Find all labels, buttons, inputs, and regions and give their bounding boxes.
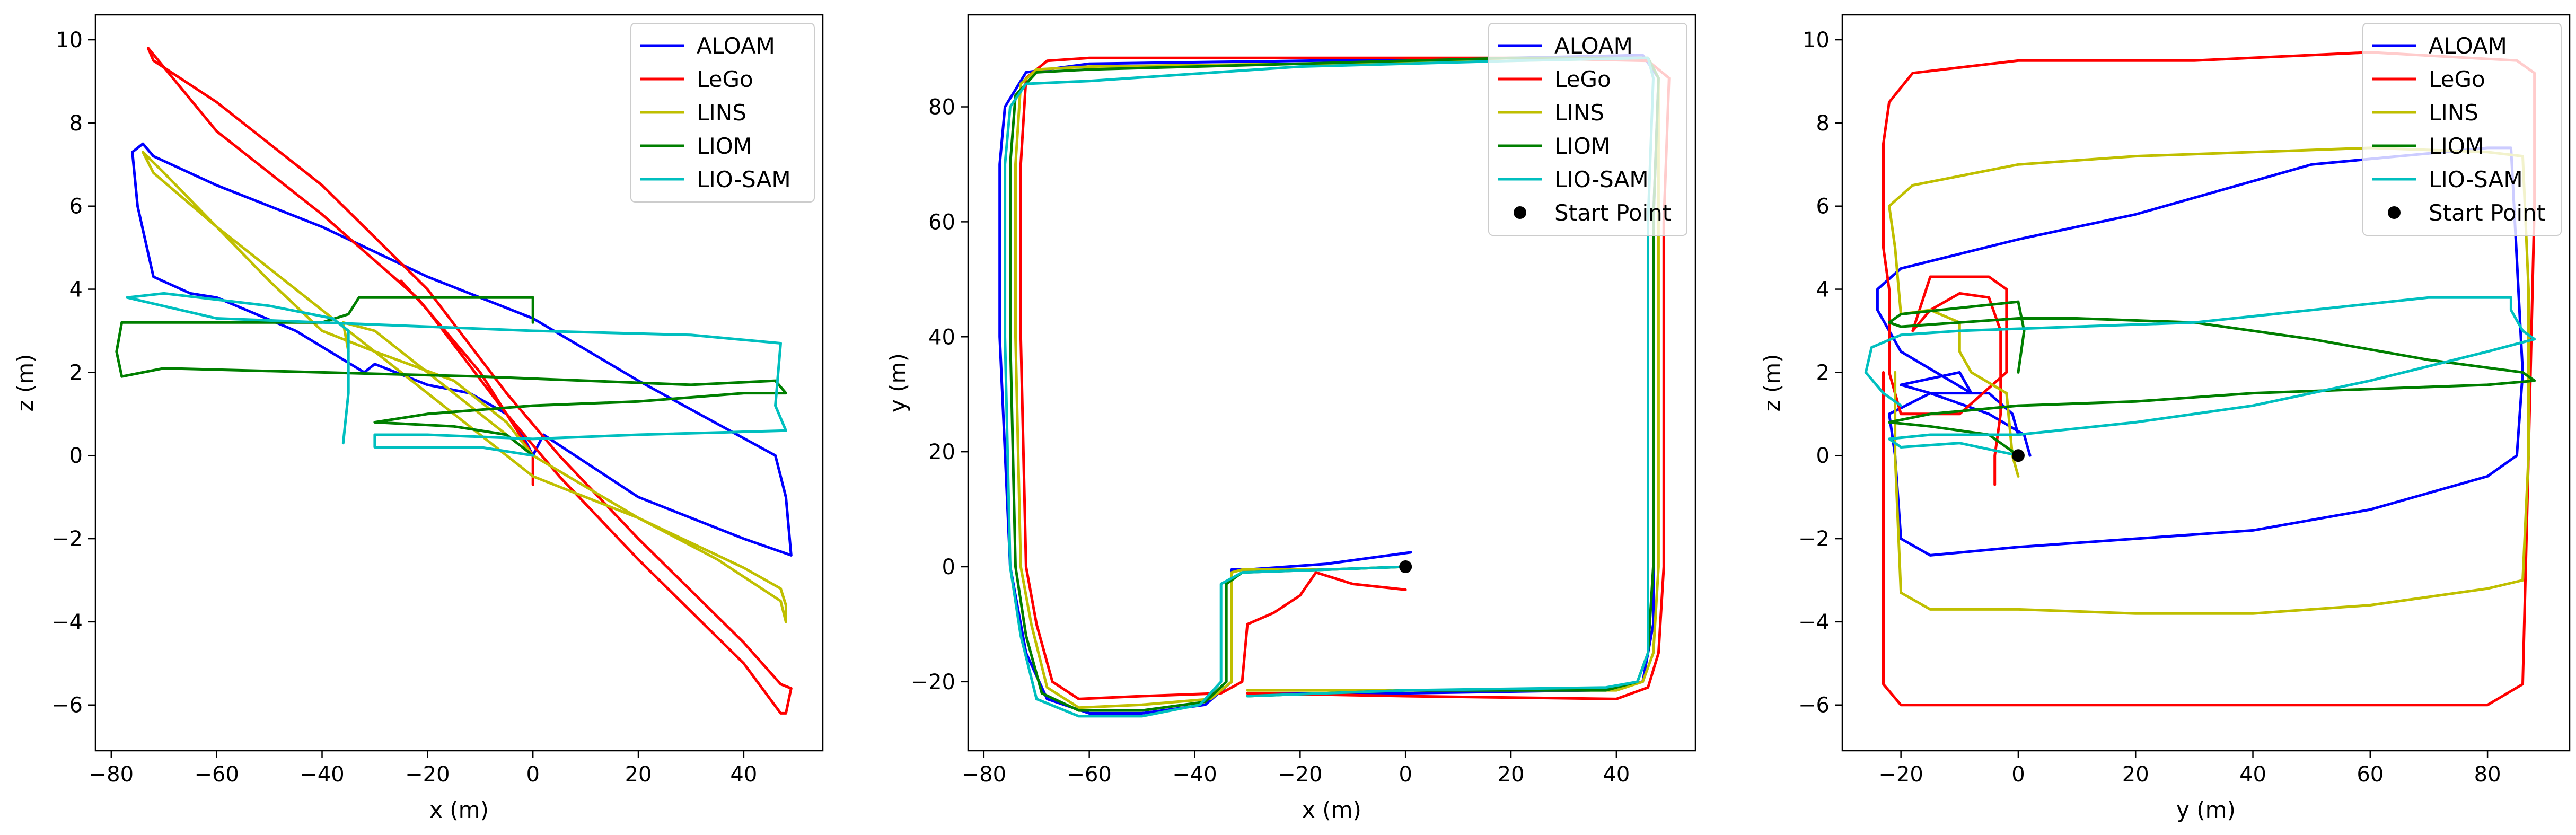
x-tick-label: −60	[194, 762, 239, 787]
legend-label: ALOAM	[697, 33, 775, 59]
y-tick-label: 0	[942, 555, 955, 579]
legend-marker	[1514, 206, 1526, 219]
x-tick-label: 0	[1399, 762, 1412, 787]
x-tick-label: −40	[300, 762, 344, 787]
y-axis-label: z (m)	[1759, 354, 1785, 411]
x-tick-label: −80	[89, 762, 134, 787]
plot-frame	[94, 14, 824, 752]
legend-label: ALOAM	[1554, 33, 1633, 59]
plot-frame	[1841, 14, 2571, 752]
legend-label: LIOM	[2429, 133, 2484, 159]
x-axis-label: y (m)	[2176, 797, 2236, 823]
legend-label: LeGo	[2429, 66, 2485, 92]
legend-label: Start Point	[2429, 200, 2545, 226]
x-tick-label: −80	[962, 762, 1006, 787]
y-tick-label: 0	[69, 444, 83, 468]
series-line-lins	[142, 151, 787, 623]
legend-label: ALOAM	[2429, 33, 2507, 59]
y-tick-label: 8	[69, 111, 83, 136]
x-tick-label: 40	[1603, 762, 1630, 787]
series-line-lego	[1882, 51, 2536, 707]
legend-box	[630, 23, 815, 203]
y-tick-label: 10	[1803, 28, 1830, 52]
series-line-liom	[1888, 300, 2536, 457]
series-line-lins	[1014, 56, 1660, 709]
y-tick-label: 6	[69, 195, 83, 219]
legend-label: LINS	[697, 100, 746, 126]
series-group	[115, 47, 793, 715]
legend-label: Start Point	[1554, 200, 1671, 226]
legend-label: LIO-SAM	[2429, 166, 2523, 192]
series-line-liom	[115, 296, 787, 457]
legend-label: LINS	[2429, 100, 2478, 126]
start-point-marker	[2011, 449, 2025, 462]
y-tick-label: 2	[69, 361, 83, 385]
legend-label: LeGo	[697, 66, 753, 92]
y-tick-label: 10	[56, 28, 83, 52]
x-tick-label: −60	[1067, 762, 1111, 787]
x-tick-label: 80	[2474, 762, 2501, 787]
legend-label: LIOM	[1554, 133, 1610, 159]
y-tick-label: 4	[69, 278, 83, 302]
y-tick-label: 8	[1816, 111, 1830, 136]
y-tick-label: 4	[1816, 278, 1830, 302]
y-tick-label: 0	[1816, 444, 1830, 468]
legend-marker	[2388, 206, 2401, 219]
y-tick-label: −4	[51, 610, 83, 635]
y-tick-label: 6	[1816, 195, 1830, 219]
legend: ALOAM LeGo LINS LIOM LIO-SAM Start Point	[1488, 23, 1687, 236]
legend: ALOAM LeGo LINS LIOM LIO-SAM Start Point	[2362, 23, 2562, 236]
x-tick-label: 60	[2357, 762, 2384, 787]
x-tick-label: 20	[2122, 762, 2149, 787]
start-point-marker	[1399, 560, 1412, 573]
legend: ALOAM LeGo LINS LIOM LIO-SAM	[630, 23, 815, 203]
series-line-lio-sam	[126, 292, 787, 457]
legend-box	[1488, 23, 1687, 236]
legend-box	[2362, 23, 2562, 236]
x-axis-label: x (m)	[1302, 797, 1361, 823]
y-tick-label: −6	[51, 693, 83, 718]
plot-frame	[967, 14, 1696, 752]
y-axis-label: y (m)	[885, 353, 911, 412]
y-tick-label: 40	[928, 325, 955, 349]
x-axis-label: x (m)	[429, 797, 489, 823]
y-tick-label: −6	[1798, 693, 1830, 718]
series-line-lio-sam	[1864, 296, 2536, 457]
y-tick-label: −4	[1798, 610, 1830, 635]
chart-panel-2: −80 −60 −40 −20 0 20 40 −20 0 20 40 60 80 x (m) y (m) A…	[885, 14, 1696, 823]
series-line-lego	[146, 47, 793, 715]
legend-label: LIOM	[697, 133, 752, 159]
legend-label: LeGo	[1554, 66, 1611, 92]
y-tick-label: −2	[51, 527, 83, 551]
y-tick-label: 2	[1816, 361, 1830, 385]
x-tick-label: −20	[1278, 762, 1322, 787]
legend-label: LINS	[1554, 100, 1604, 126]
y-tick-label: 60	[928, 210, 955, 234]
legend-label: LIO-SAM	[1554, 166, 1649, 192]
x-tick-label: 20	[625, 762, 652, 787]
x-tick-label: 40	[730, 762, 757, 787]
x-tick-label: 40	[2239, 762, 2266, 787]
y-tick-label: −2	[1798, 527, 1830, 551]
x-tick-label: 0	[526, 762, 539, 787]
legend-label: LIO-SAM	[697, 166, 791, 192]
y-tick-label: −20	[911, 670, 955, 695]
x-tick-label: 20	[1498, 762, 1525, 787]
y-tick-label: 80	[928, 95, 955, 120]
series-line-lego	[1019, 56, 1671, 700]
x-tick-label: −40	[1172, 762, 1217, 787]
series-line-lio-sam	[1004, 56, 1655, 718]
x-tick-label: −20	[1878, 762, 1923, 787]
series-group	[998, 54, 1671, 718]
y-axis-label: z (m)	[12, 354, 38, 411]
x-tick-label: −20	[405, 762, 450, 787]
y-tick-label: 20	[928, 440, 955, 464]
x-tick-label: 0	[2011, 762, 2025, 787]
